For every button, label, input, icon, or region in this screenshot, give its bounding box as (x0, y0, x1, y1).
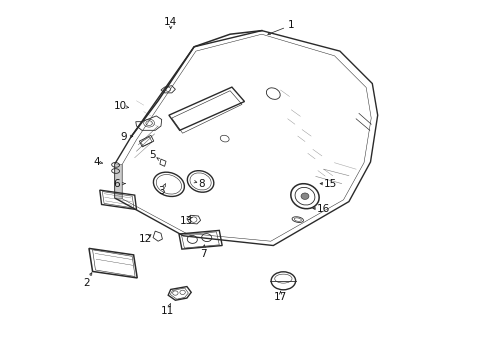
Text: 12: 12 (139, 234, 152, 244)
Text: 15: 15 (324, 179, 337, 189)
Text: 13: 13 (180, 216, 193, 226)
Text: 8: 8 (198, 179, 204, 189)
Text: 10: 10 (114, 101, 126, 111)
Text: 6: 6 (113, 179, 120, 189)
Text: 2: 2 (82, 278, 89, 288)
Text: 4: 4 (93, 157, 100, 167)
Text: 14: 14 (164, 17, 177, 27)
Text: 9: 9 (121, 132, 127, 142)
Text: 11: 11 (160, 306, 173, 316)
Text: 1: 1 (287, 20, 294, 30)
Text: 7: 7 (200, 249, 206, 259)
Text: 16: 16 (316, 204, 330, 214)
Text: 5: 5 (149, 150, 156, 160)
Text: 3: 3 (158, 186, 164, 196)
Text: 17: 17 (273, 292, 286, 302)
Ellipse shape (301, 193, 308, 199)
Polygon shape (115, 164, 122, 199)
